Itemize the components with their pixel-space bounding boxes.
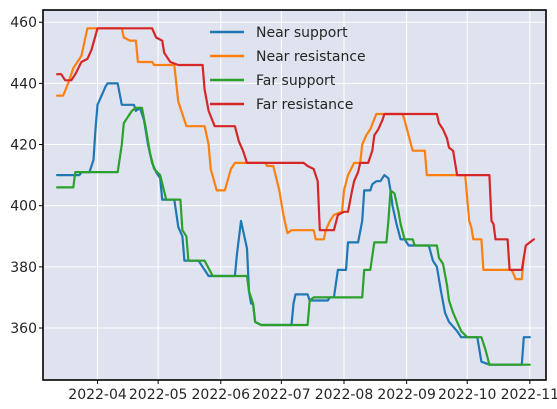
series-lines xyxy=(55,27,536,366)
plot-frame xyxy=(42,9,547,381)
legend-label: Near support xyxy=(256,25,348,41)
series-line-near-support xyxy=(55,82,531,366)
x-tick-label: 2022-09 xyxy=(377,387,436,403)
x-tick-label: 2022-06 xyxy=(192,387,251,403)
y-tick-label: 380 xyxy=(10,260,37,276)
x-tick-label: 2022-10 xyxy=(438,387,497,403)
x-tick-label: 2022-08 xyxy=(315,387,374,403)
x-tick-label: 2022-07 xyxy=(252,387,311,403)
grid-lines xyxy=(43,10,546,380)
x-tick-label: 2022-11 xyxy=(501,387,557,403)
x-tick-label: 2022-05 xyxy=(129,387,188,403)
legend-item-near-support: Near support xyxy=(210,25,348,41)
y-tick-label: 460 xyxy=(10,15,37,31)
x-tick-label: 2022-04 xyxy=(68,387,127,403)
legend-item-far-support: Far support xyxy=(210,73,336,89)
series-line-far-support xyxy=(55,106,531,366)
y-tick-label: 420 xyxy=(10,138,37,154)
y-tick-label: 360 xyxy=(10,321,37,337)
series-line-far-resistance xyxy=(55,27,536,271)
series-line-near-resistance xyxy=(55,27,525,281)
y-tick-label: 440 xyxy=(10,76,37,92)
legend: Near support Near resistance Far support… xyxy=(210,25,366,113)
plot-area xyxy=(43,10,546,380)
legend-item-far-resistance: Far resistance xyxy=(210,97,353,113)
legend-label: Far resistance xyxy=(256,97,353,113)
legend-label: Near resistance xyxy=(256,49,366,65)
y-tick-label: 400 xyxy=(10,199,37,215)
legend-label: Far support xyxy=(256,73,336,89)
axis-ticks: 2022-04 2022-05 2022-06 2022-07 2022-08 2022-… xyxy=(10,15,557,403)
legend-item-near-resistance: Near resistance xyxy=(210,49,366,65)
